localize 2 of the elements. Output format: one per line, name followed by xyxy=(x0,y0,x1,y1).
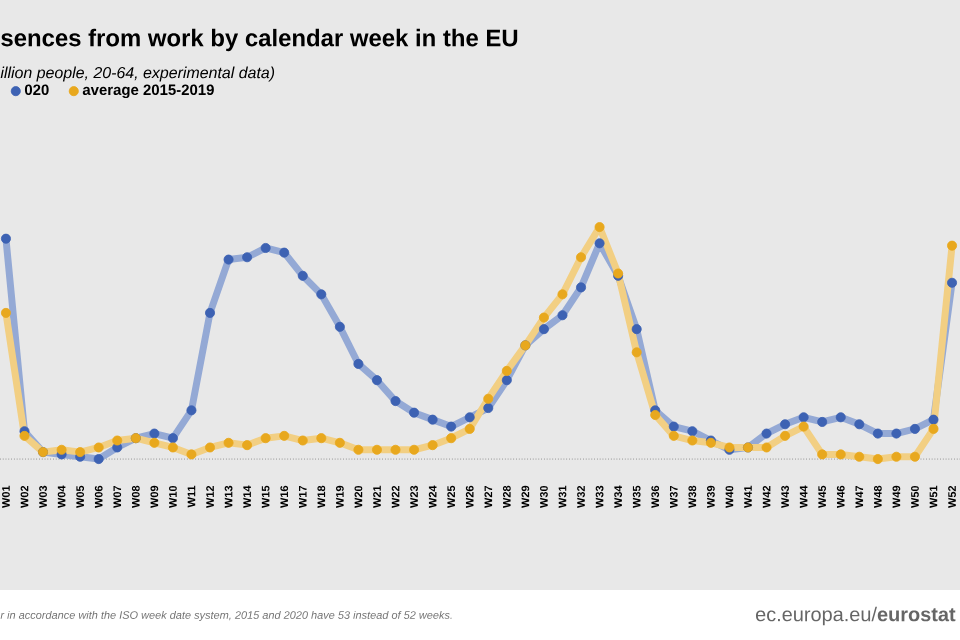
chart-title: sences from work by calendar week in the EU xyxy=(1,28,518,52)
text: ec.europa.eu/eurostat xyxy=(755,606,956,626)
